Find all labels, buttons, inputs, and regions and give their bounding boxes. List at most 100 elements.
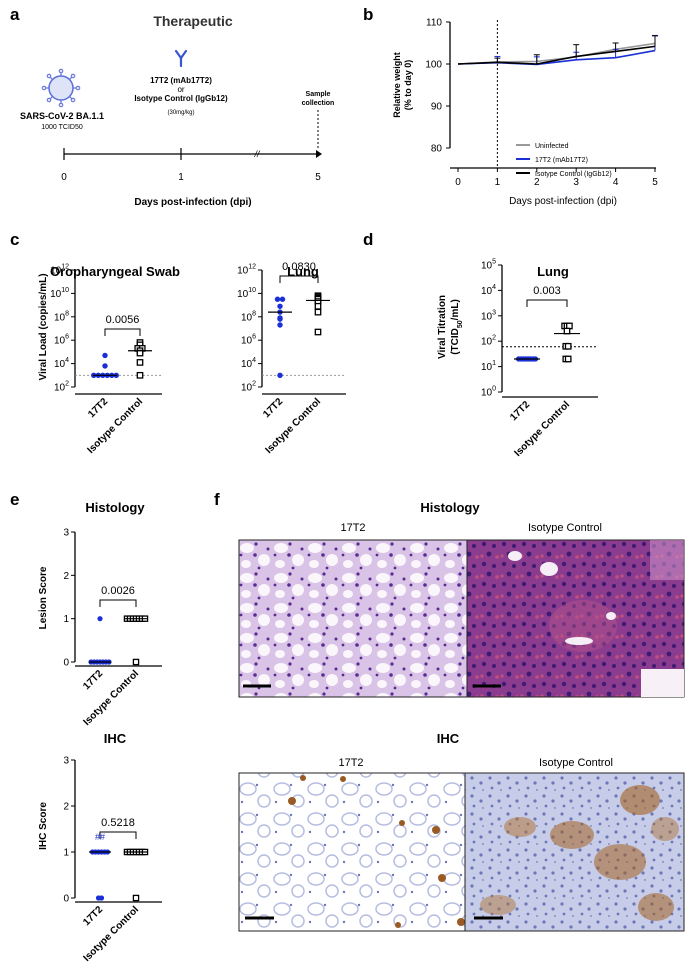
panel-label-f: f [214, 490, 220, 509]
chart-e2-ytick-label: 2 [63, 802, 69, 813]
virus-dose: 1000 TCID50 [41, 124, 83, 131]
chart-e1-title: Histology [85, 500, 145, 515]
chart-b-xtick-label: 3 [573, 177, 579, 188]
chart-c1-ytick-label: 1012 [50, 264, 69, 277]
chart-e2-ytick-label: 3 [63, 756, 69, 767]
chart-d-point-isotype [564, 342, 572, 350]
chart-c1-point-isotype [136, 359, 144, 366]
chart-c2-p-value: 0.0830 [282, 261, 316, 273]
chart-e2-ytick-label: 1 [63, 848, 69, 859]
legend-uninfected: Uninfected [535, 143, 569, 150]
chart-c-oropharyngeal: Oropharyngeal Swab Viral Load (copies/mL… [38, 264, 180, 456]
chart-d-point-isotype [563, 327, 571, 335]
chart-c2-bracket [279, 275, 319, 283]
panel-label-e: e [10, 490, 19, 509]
chart-e1-point-17t2 [97, 616, 103, 622]
chart-d-point-isotype [564, 355, 572, 363]
panel-label-c: c [10, 230, 19, 249]
chart-e1-p-value: 0.0026 [101, 585, 135, 597]
chart-c1-ytick-label: 1010 [50, 287, 69, 300]
chart-b-legend: Uninfected 17T2 (mAb17T2) Isotype Contro… [516, 143, 612, 178]
antibody-icon [174, 49, 188, 68]
chart-d-p-value: 0.003 [533, 285, 561, 297]
chart-b-xtick-label: 0 [455, 177, 461, 188]
chart-c2-ytick-label: 106 [241, 334, 256, 347]
panel-f-histology-left-label: 17T2 [340, 522, 365, 534]
legend-isotype: Isotype Control (IgGb12) [535, 171, 612, 178]
chart-e1-ylabel: Lesion Score [38, 566, 49, 629]
chart-c2-point-isotype [314, 328, 322, 336]
chart-e2-ytick-label: 0 [63, 894, 69, 905]
chart-c1-category-label: 17T2 [86, 396, 110, 420]
chart-c1-ytick-label: 102 [54, 381, 69, 394]
panel-a-timeline: Therapeutic SARS-CoV-2 BA.1.1 1000 TCID5… [20, 13, 334, 208]
panel-label-a: a [10, 5, 20, 24]
histology-17t2-image [238, 539, 468, 698]
chart-e2-title: IHC [104, 731, 127, 746]
chart-c2-ytick-label: 1012 [237, 264, 256, 277]
chart-d-ytick-label: 104 [481, 284, 496, 297]
chart-c2-point-isotype [314, 302, 322, 310]
chart-b-xtick-label: 5 [652, 177, 658, 188]
chart-b-ytick-label: 110 [426, 18, 442, 29]
chart-c1-bracket [104, 328, 141, 336]
chart-c2-point-17t2 [274, 296, 281, 302]
chart-e2-annotation: ## [95, 832, 105, 842]
timeline-axis-label: Days post-infection (dpi) [134, 197, 251, 208]
chart-c2-title: Lung [287, 264, 319, 279]
panel-f-ihc-title: IHC [437, 731, 460, 746]
virus-name: SARS-CoV-2 BA.1.1 [20, 111, 104, 121]
chart-b-ylabel-1: Relative weight [392, 52, 402, 118]
chart-c2-point-isotype [314, 308, 322, 316]
chart-c1-ylabel: Viral Load (copies/mL) [38, 273, 49, 380]
chart-e1-category-label: 17T2 [81, 668, 105, 692]
chart-e2-p-value: 0.5218 [101, 817, 135, 829]
chart-b-weight: Relative weight (% to day 0) Days post-i… [392, 18, 658, 208]
antibody-line2: Isotype Control (IgGb12) [134, 94, 228, 103]
chart-b-ytick-label: 90 [431, 102, 443, 113]
chart-d-lung-titration: Lung Viral Titration (TCID50/mL) 100 101 1… [437, 259, 598, 459]
chart-c2-point-17t2 [277, 322, 283, 328]
sample-line1: Sample [306, 91, 331, 98]
legend-17t2: 17T2 (mAb17T2) [535, 157, 588, 164]
chart-e1-ytick-label: 1 [63, 614, 69, 625]
chart-d-ylabel-1: Viral Titration [437, 295, 448, 359]
ihc-isotype-image [464, 772, 685, 932]
chart-c1-point-17t2 [102, 363, 108, 369]
chart-e2-category-label: 17T2 [81, 904, 105, 928]
antibody-or: or [177, 85, 184, 94]
chart-b-xtick-label: 1 [495, 177, 501, 188]
chart-e2-ylabel: IHC Score [38, 802, 49, 850]
chart-d-bracket [526, 299, 568, 307]
chart-d-ytick-label: 101 [481, 360, 496, 373]
chart-c2-ytick-label: 108 [241, 310, 256, 323]
chart-c1-ytick-label: 106 [54, 334, 69, 347]
chart-c2-point-17t2 [279, 296, 286, 302]
antibody-dose: (30mg/kg) [167, 110, 194, 116]
chart-e1-ytick-label: 3 [63, 528, 69, 539]
chart-c2-ytick-label: 102 [241, 381, 256, 394]
panel-f-ihc-left-label: 17T2 [338, 757, 363, 769]
panel-label-b: b [363, 5, 373, 24]
ihc-17t2-image [238, 772, 466, 932]
chart-e1-ytick-label: 2 [63, 571, 69, 582]
chart-c1-ytick-label: 104 [54, 357, 69, 370]
timeline-tick-5: 5 [315, 172, 321, 183]
chart-e2-point-isotype [132, 894, 140, 902]
chart-b-xlabel: Days post-infection (dpi) [509, 196, 617, 207]
chart-e1-point-isotype [132, 658, 140, 666]
chart-d-ytick-label: 100 [481, 386, 496, 399]
chart-c1-point-17t2 [102, 352, 108, 359]
virus-icon [41, 68, 81, 108]
chart-c2-point-17t2 [277, 316, 283, 322]
panel-a-title: Therapeutic [153, 13, 233, 29]
chart-d-title: Lung [537, 264, 569, 279]
chart-b-xtick-label: 2 [534, 177, 540, 188]
timeline-arrow [316, 150, 322, 158]
chart-b-ylabel-2: (% to day 0) [403, 60, 413, 111]
chart-b-xtick-label: 4 [613, 177, 619, 188]
